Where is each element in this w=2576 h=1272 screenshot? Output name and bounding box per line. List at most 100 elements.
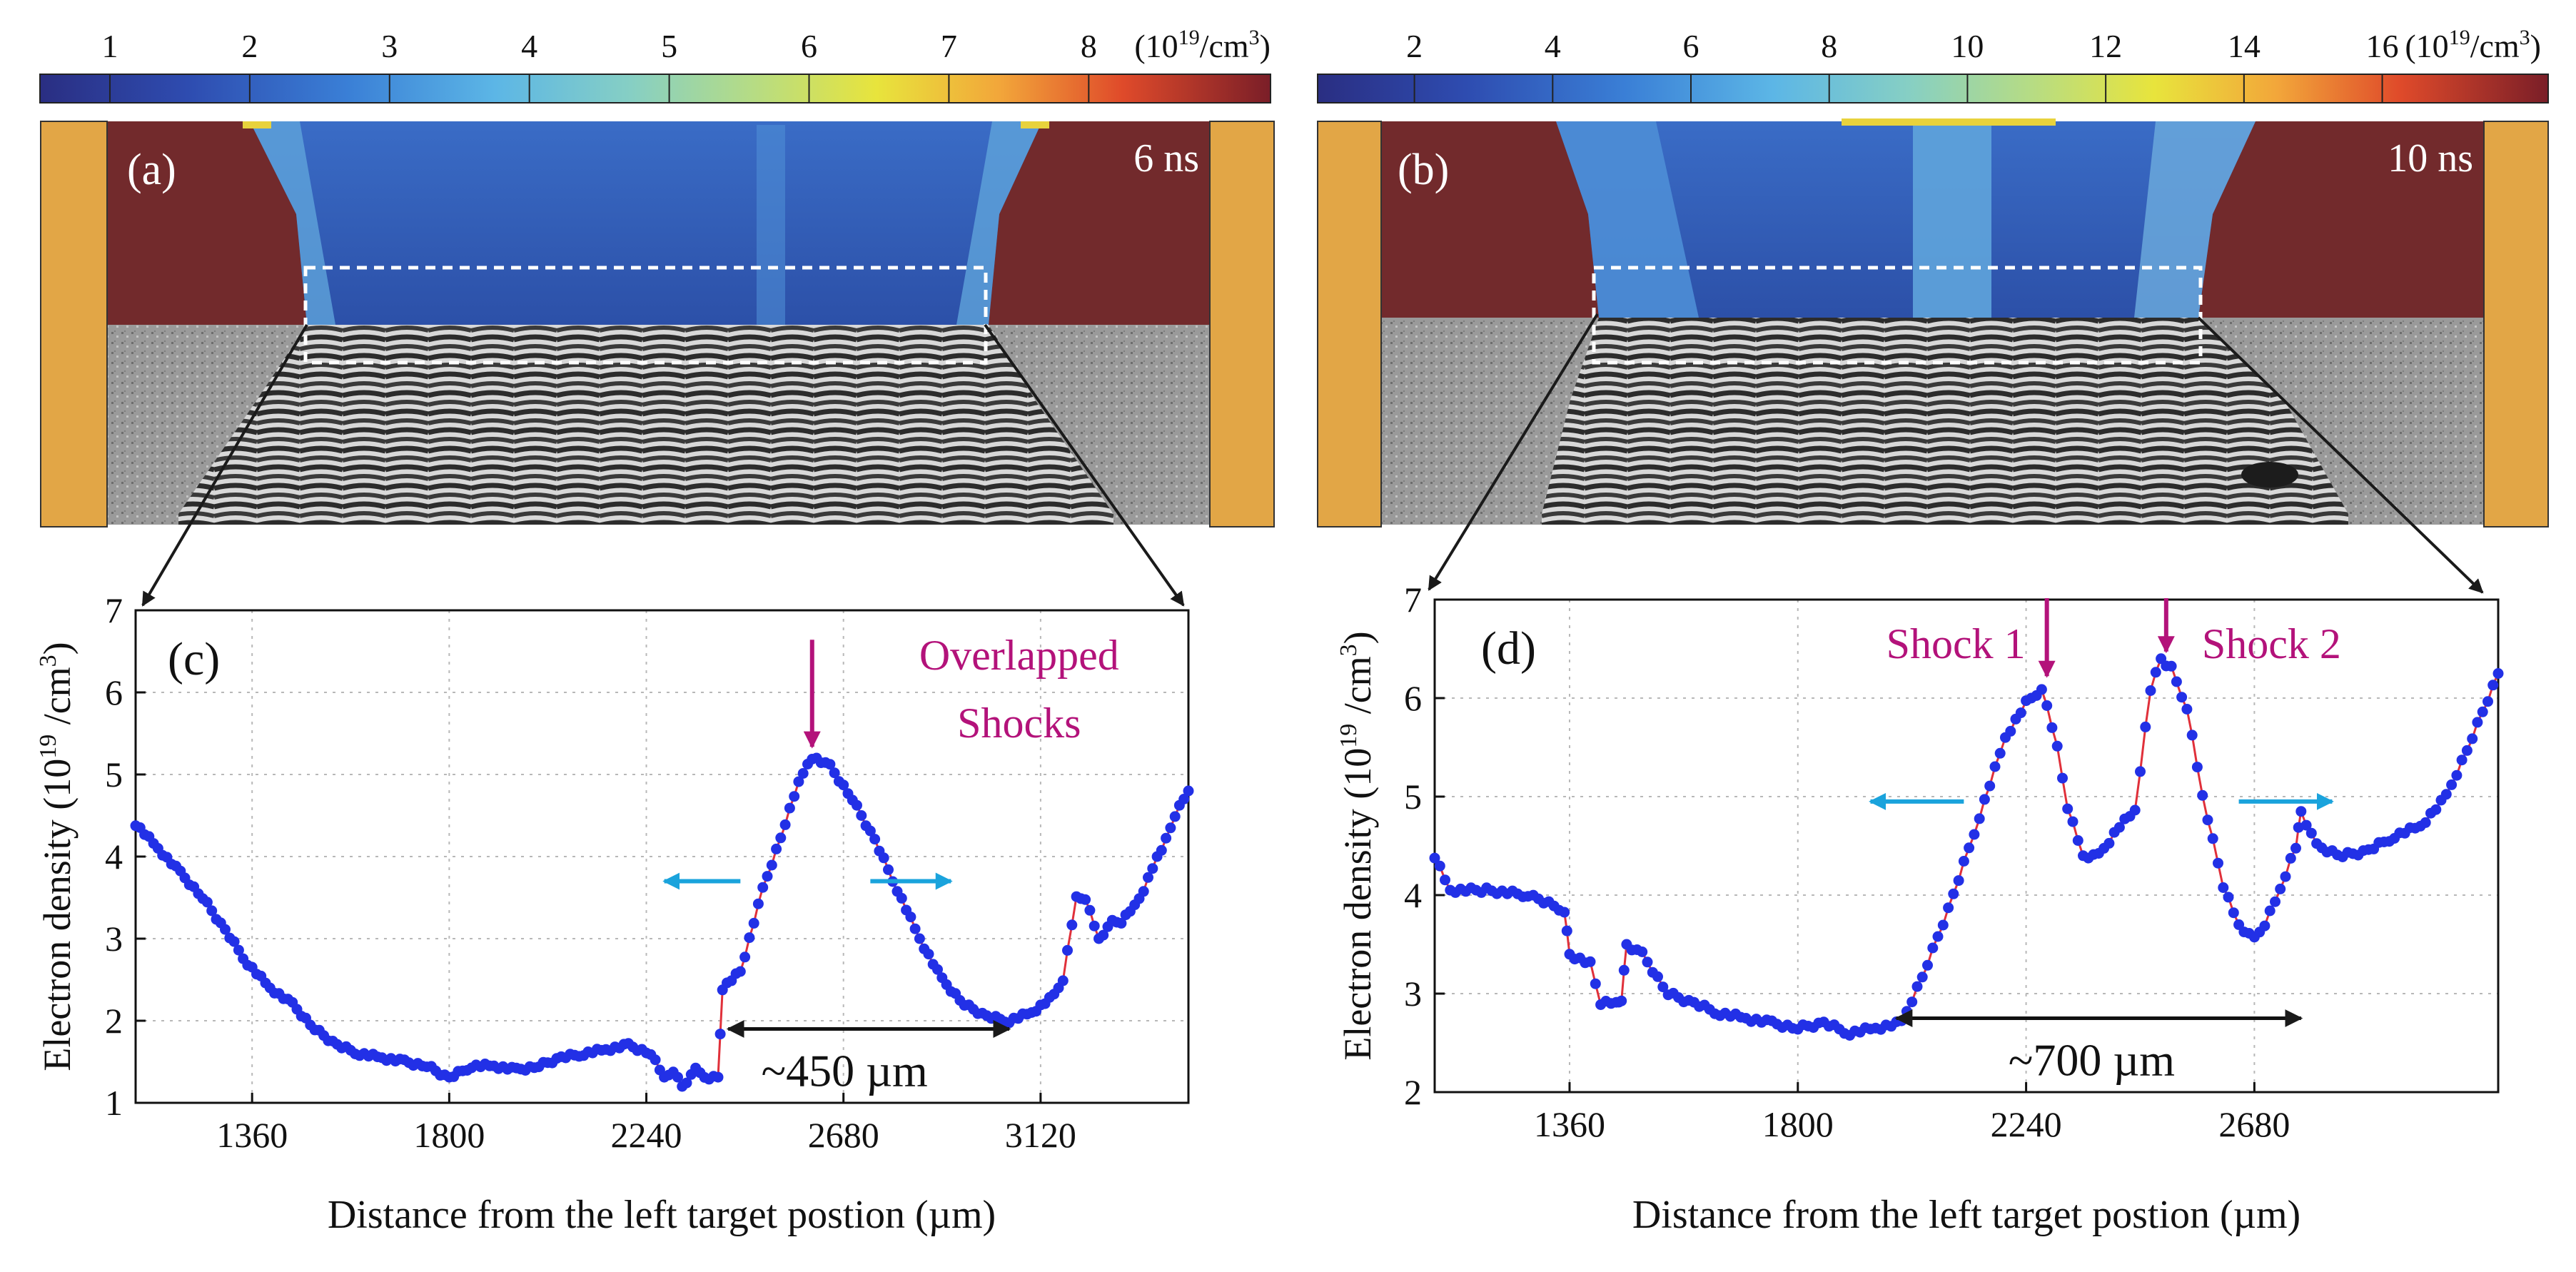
chart-c-panel-label: (c)	[168, 633, 220, 685]
chart-d-point-155	[2218, 882, 2229, 893]
colorbar-b-tick-label-0: 2	[1406, 28, 1423, 64]
chart-d-point-123	[2051, 740, 2063, 752]
chart-c-point-208	[1057, 975, 1069, 986]
chart-c-point-145	[775, 832, 787, 844]
chart-c-series-line	[135, 757, 1190, 1089]
chart-d-point-203	[2461, 744, 2473, 756]
chart-c: 1360 1800 2240 2680 3120 1 2 3 4 5 6 7 Overlapped S…	[35, 590, 1194, 1237]
chart-c-point-17	[206, 905, 218, 917]
chart-d-series-points	[1429, 653, 2504, 1041]
chart-d-point-121	[2041, 700, 2053, 711]
chart-d-point-200	[2446, 779, 2458, 790]
chart-c-point-227	[1143, 872, 1153, 883]
chart-c-series-points	[130, 752, 1194, 1092]
colorbar-a: 1 2 3 4 5 6 7 8 (1019/cm3)	[39, 26, 1271, 104]
colorbar-b-tick-label-4: 10	[1951, 28, 1984, 64]
chart-d-point-120	[2036, 684, 2047, 695]
colorbar-b: 2 4 6 8 10 12 14 16 (1019/cm3)	[1317, 26, 2549, 104]
chart-d-point-114	[2005, 725, 2016, 737]
chart-d-point-100	[1932, 931, 1944, 942]
panel-a-interferogram-fringes	[178, 325, 1113, 525]
chart-c-point-139	[748, 917, 759, 929]
chart-c-point-217	[1098, 929, 1109, 941]
chart-d-point-171	[2295, 806, 2307, 817]
chart-d-point-107	[1969, 829, 1980, 840]
chart-c-y-ticks: 1 2 3 4 5 6 7	[105, 590, 146, 1123]
chart-d-point-147	[2176, 692, 2188, 703]
colorbar-a-tick-label-0: 1	[101, 28, 118, 64]
chart-d-point-133	[2103, 837, 2115, 849]
chart-d-point-201	[2451, 769, 2463, 781]
chart-d-annotations: Shock 1 Shock 2 ~700 µm	[1869, 598, 2341, 1086]
chart-d-ytick-label-3: 5	[1404, 777, 1422, 817]
chart-d: 1360 1800 2240 2680 2 3 4 5 6 7 Shock 1 Shock 2 ~7…	[1335, 580, 2504, 1237]
chart-d-point-205	[2472, 717, 2483, 728]
chart-c-point-176	[914, 933, 925, 944]
chart-c-point-169	[883, 864, 894, 875]
chart-d-ytick-label-2: 4	[1404, 875, 1422, 915]
chart-c-point-20	[220, 924, 231, 935]
chart-d-point-112	[1994, 747, 2006, 759]
chart-d-panel-label: (d)	[1481, 622, 1536, 675]
panel-a-density-shoulder-right	[956, 121, 1042, 325]
chart-d-point-207	[2482, 696, 2493, 707]
chart-d-point-101	[1937, 919, 1949, 931]
chart-c-grid	[136, 610, 1188, 1103]
colorbar-b-tick-label-3: 8	[1821, 28, 1837, 64]
chart-c-point-221	[1116, 917, 1127, 929]
chart-d-point-0	[1429, 852, 1440, 864]
chart-d-point-125	[2062, 803, 2074, 814]
chart-c-point-143	[766, 859, 777, 871]
chart-c-point-213	[1080, 894, 1091, 905]
chart-d-point-146	[2171, 676, 2182, 687]
chart-d-point-32	[1590, 978, 1601, 989]
chart-c-point-230	[1156, 844, 1167, 856]
chart-d-ytick-label-5: 7	[1404, 580, 1422, 620]
chart-d-point-166	[2275, 883, 2286, 894]
chart-d-point-157	[2228, 907, 2239, 919]
chart-c-ylabel: Electron density (1019 /cm3)	[35, 642, 79, 1071]
chart-d-point-206	[2477, 706, 2488, 717]
chart-c-point-172	[896, 892, 907, 904]
chart-d-point-139	[2135, 766, 2146, 777]
panel-a-density-core	[757, 125, 785, 325]
chart-d-point-2	[1440, 874, 1450, 886]
chart-c-point-232	[1165, 822, 1176, 834]
chart-c-xtick-label-3: 2680	[808, 1115, 879, 1155]
colorbar-a-tick-label-4: 5	[661, 28, 677, 64]
chart-d-point-116	[2015, 707, 2026, 719]
chart-c-point-147	[784, 802, 795, 814]
chart-d-point-195	[2420, 817, 2431, 828]
panel-b-target-left	[1317, 121, 1382, 528]
colorbar-a-tick-label-3: 4	[521, 28, 537, 64]
chart-d-point-104	[1953, 875, 1964, 887]
chart-d-point-98	[1922, 959, 1933, 971]
panel-b: (b) 10 ns	[1317, 118, 2549, 528]
chart-d-point-106	[1964, 842, 1975, 854]
chart-c-point-163	[856, 810, 867, 821]
panel-a-selection-box	[303, 266, 988, 365]
chart-d-point-142	[2150, 667, 2161, 678]
zoom-arrow-b-left	[1428, 313, 1599, 591]
chart-d-point-109	[1979, 794, 1990, 805]
chart-d-xtick-label-0: 1360	[1534, 1104, 1605, 1144]
chart-c-point-214	[1084, 904, 1096, 916]
chart-d-point-26	[1561, 925, 1572, 937]
chart-c-point-178	[923, 949, 934, 960]
chart-d-point-99	[1927, 942, 1939, 954]
chart-c-point-166	[869, 834, 881, 845]
panel-a-label: (a)	[127, 146, 176, 194]
chart-d-point-154	[2213, 857, 2223, 869]
chart-c-ytick-label-3: 4	[105, 837, 123, 877]
chart-d-point-145	[2166, 660, 2177, 672]
chart-d-point-151	[2197, 789, 2208, 801]
chart-d-ytick-label-1: 3	[1404, 974, 1422, 1014]
chart-d-point-197	[2430, 804, 2442, 815]
chart-d-ylabel: Electron density (1019 /cm3)	[1335, 631, 1379, 1060]
zoom-arrow-a-right	[984, 323, 1185, 607]
chart-c-xtick-label-0: 1360	[216, 1115, 288, 1155]
panel-a-density-field	[250, 121, 1042, 325]
chart-d-xlabel: Distance from the left target postion (µ…	[1632, 1193, 2300, 1237]
chart-d-point-172	[2300, 819, 2312, 831]
